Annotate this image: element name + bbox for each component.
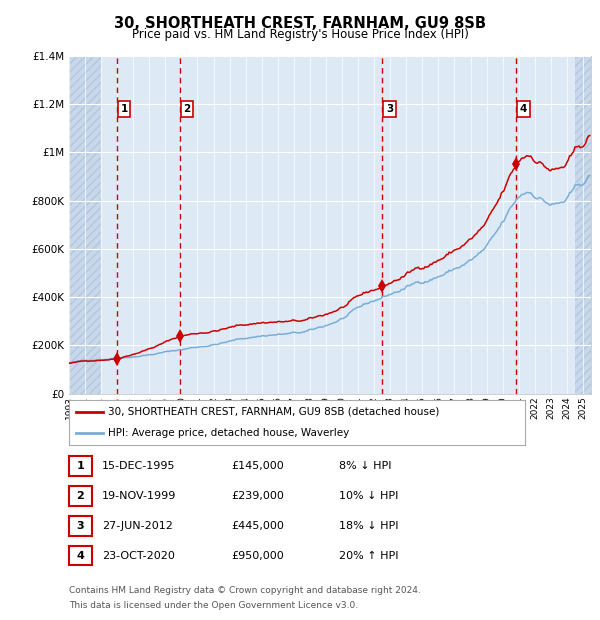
- Text: 4: 4: [520, 104, 527, 114]
- Text: 30, SHORTHEATH CREST, FARNHAM, GU9 8SB: 30, SHORTHEATH CREST, FARNHAM, GU9 8SB: [114, 16, 486, 31]
- Text: £445,000: £445,000: [231, 521, 284, 531]
- Text: HPI: Average price, detached house, Waverley: HPI: Average price, detached house, Wave…: [108, 428, 349, 438]
- Text: 3: 3: [77, 521, 84, 531]
- Bar: [575, 56, 591, 394]
- Text: 8% ↓ HPI: 8% ↓ HPI: [339, 461, 392, 471]
- Text: 2: 2: [77, 491, 84, 501]
- Bar: [69, 56, 101, 394]
- Text: Contains HM Land Registry data © Crown copyright and database right 2024.: Contains HM Land Registry data © Crown c…: [69, 586, 421, 595]
- Text: 23-OCT-2020: 23-OCT-2020: [102, 551, 175, 560]
- Text: 10% ↓ HPI: 10% ↓ HPI: [339, 491, 398, 501]
- Text: £950,000: £950,000: [231, 551, 284, 560]
- Text: £145,000: £145,000: [231, 461, 284, 471]
- Text: 20% ↑ HPI: 20% ↑ HPI: [339, 551, 398, 560]
- Text: 18% ↓ HPI: 18% ↓ HPI: [339, 521, 398, 531]
- Text: 19-NOV-1999: 19-NOV-1999: [102, 491, 176, 501]
- Text: 15-DEC-1995: 15-DEC-1995: [102, 461, 176, 471]
- Text: 2: 2: [184, 104, 191, 114]
- Text: 1: 1: [77, 461, 84, 471]
- Bar: [69, 56, 101, 394]
- Bar: [575, 56, 591, 394]
- Text: Price paid vs. HM Land Registry's House Price Index (HPI): Price paid vs. HM Land Registry's House …: [131, 28, 469, 41]
- Text: 1: 1: [121, 104, 128, 114]
- Text: 27-JUN-2012: 27-JUN-2012: [102, 521, 173, 531]
- Text: This data is licensed under the Open Government Licence v3.0.: This data is licensed under the Open Gov…: [69, 601, 358, 610]
- Text: 3: 3: [386, 104, 394, 114]
- Text: £239,000: £239,000: [231, 491, 284, 501]
- Text: 4: 4: [76, 551, 85, 560]
- Text: 30, SHORTHEATH CREST, FARNHAM, GU9 8SB (detached house): 30, SHORTHEATH CREST, FARNHAM, GU9 8SB (…: [108, 407, 439, 417]
